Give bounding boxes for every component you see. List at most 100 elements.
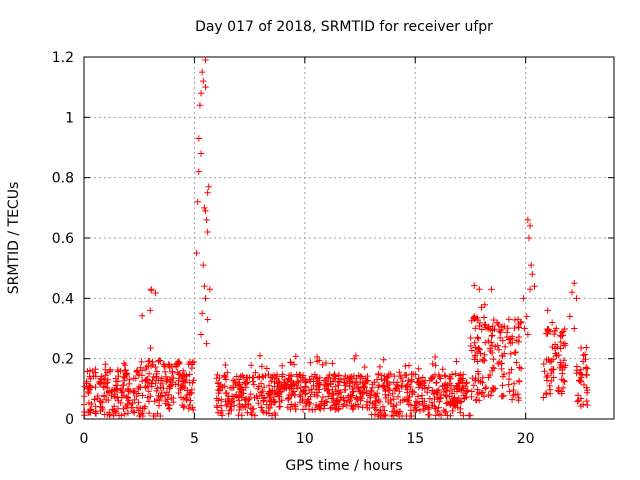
data-point xyxy=(351,355,358,362)
data-point xyxy=(314,389,322,396)
data-point xyxy=(581,351,589,358)
data-point xyxy=(521,325,528,332)
data-point xyxy=(137,410,145,418)
data-point xyxy=(194,198,201,205)
data-point xyxy=(468,347,476,354)
data-point xyxy=(557,361,564,369)
data-point xyxy=(525,234,533,242)
data-point xyxy=(463,379,470,386)
data-point xyxy=(349,388,357,396)
data-point xyxy=(332,373,339,380)
y-tick-label: 1.2 xyxy=(52,50,74,66)
data-point xyxy=(474,316,482,324)
data-point xyxy=(430,390,438,397)
data-point xyxy=(197,90,205,97)
data-point xyxy=(142,365,150,373)
data-point xyxy=(448,371,456,378)
data-point xyxy=(361,363,368,371)
data-point xyxy=(424,389,431,396)
data-point xyxy=(115,412,123,419)
data-point xyxy=(325,393,332,400)
data-point xyxy=(501,350,508,357)
data-point xyxy=(125,397,132,404)
data-point xyxy=(517,319,524,327)
data-point xyxy=(170,374,177,382)
data-point xyxy=(578,371,586,379)
data-point xyxy=(497,329,504,336)
data-point xyxy=(149,358,156,366)
data-point xyxy=(574,398,581,405)
data-point xyxy=(214,409,222,416)
data-point xyxy=(101,393,108,400)
data-point xyxy=(193,249,200,257)
data-point xyxy=(568,289,576,296)
data-point xyxy=(124,385,132,393)
data-point xyxy=(163,378,170,385)
data-point xyxy=(329,360,336,367)
data-point xyxy=(143,376,150,383)
data-point xyxy=(402,362,409,370)
data-point xyxy=(80,401,88,408)
data-point xyxy=(496,334,504,342)
data-point xyxy=(233,373,240,380)
x-tick-label: 15 xyxy=(406,431,424,447)
data-point xyxy=(468,393,475,401)
data-point xyxy=(260,383,268,391)
data-point xyxy=(412,371,419,378)
data-point xyxy=(265,382,273,389)
data-point xyxy=(512,348,520,356)
data-point xyxy=(311,391,318,398)
data-point xyxy=(303,400,310,407)
data-point xyxy=(423,402,430,410)
data-point xyxy=(147,307,154,314)
data-point xyxy=(577,366,585,373)
data-point xyxy=(302,383,309,390)
data-point xyxy=(557,338,565,346)
data-point xyxy=(138,312,146,320)
data-point xyxy=(81,393,88,400)
data-point xyxy=(442,372,449,380)
data-point xyxy=(492,343,499,350)
data-point xyxy=(137,364,144,371)
data-point xyxy=(480,314,488,321)
data-point xyxy=(85,389,92,397)
data-point xyxy=(375,370,382,378)
data-point xyxy=(202,295,209,302)
data-point xyxy=(153,370,160,378)
data-point xyxy=(489,384,497,392)
data-point xyxy=(301,376,309,383)
data-point xyxy=(561,340,569,347)
data-point xyxy=(108,392,115,399)
data-point xyxy=(426,411,433,419)
data-point xyxy=(259,373,266,380)
data-point xyxy=(584,365,591,372)
data-point xyxy=(242,384,249,391)
y-axis-ticks: 0 0.2 0.4 0.6 0.8 1 1.2 xyxy=(52,50,614,428)
data-point xyxy=(405,362,413,369)
data-point xyxy=(223,402,230,410)
data-point xyxy=(548,357,555,365)
data-point xyxy=(188,389,195,397)
data-point xyxy=(472,325,479,332)
data-point xyxy=(216,383,223,390)
data-point xyxy=(476,322,483,330)
data-point xyxy=(203,216,210,224)
data-point xyxy=(175,358,182,365)
data-point xyxy=(222,398,229,405)
data-point xyxy=(431,371,439,379)
data-point xyxy=(548,377,555,385)
data-point xyxy=(147,393,154,400)
data-point xyxy=(453,399,461,407)
data-point xyxy=(467,342,475,350)
data-point xyxy=(291,391,298,398)
data-point xyxy=(198,310,206,317)
data-point xyxy=(146,357,153,365)
data-point xyxy=(151,398,158,405)
data-point xyxy=(480,356,487,363)
data-point xyxy=(83,378,90,385)
data-point xyxy=(443,400,450,407)
data-point xyxy=(170,398,177,406)
data-point xyxy=(158,375,166,382)
data-point xyxy=(546,382,553,390)
